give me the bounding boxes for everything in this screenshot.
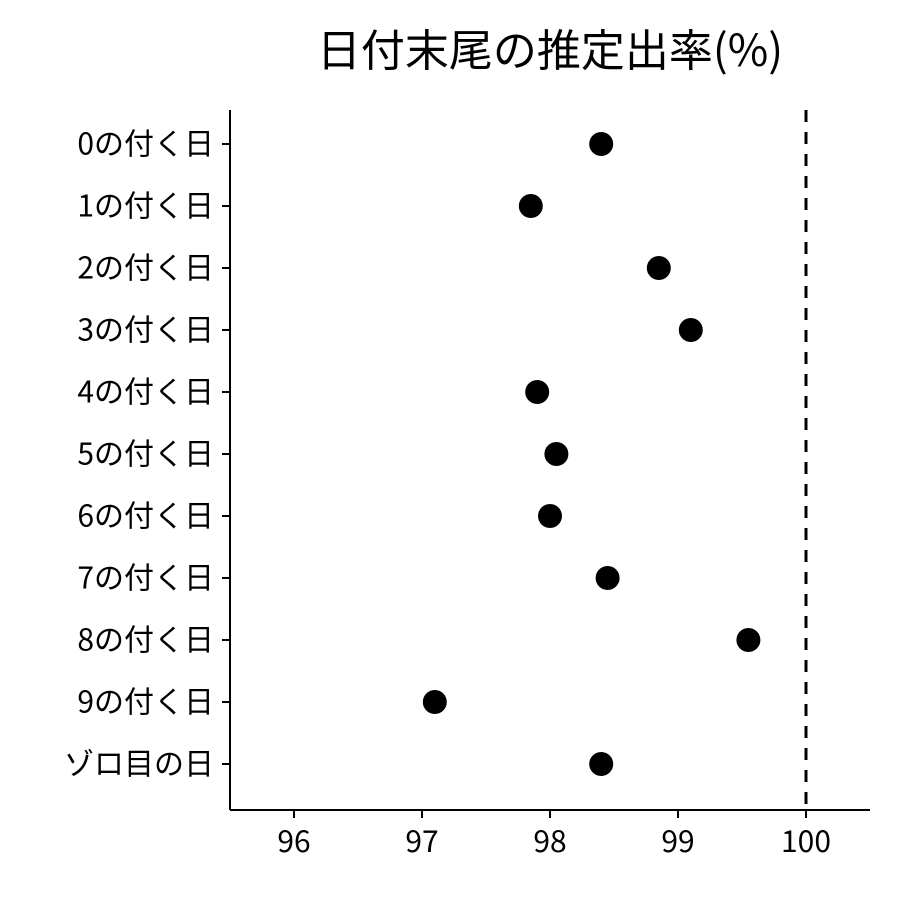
data-point	[589, 132, 613, 156]
data-point	[596, 566, 620, 590]
x-tick-label: 97	[405, 817, 438, 861]
data-point	[423, 690, 447, 714]
y-tick-label: 8の付く日	[77, 616, 214, 660]
y-axis-ticks: 0の付く日 1の付く日 2の付く日 3の付く日 4の付く日 5の付く日 6の付く日 7の付く日…	[64, 120, 230, 784]
data-point	[589, 752, 613, 776]
data-point	[525, 380, 549, 404]
y-tick-label: 0の付く日	[77, 120, 214, 164]
y-tick-label: 9の付く日	[77, 678, 214, 722]
x-tick-label: 100	[781, 817, 831, 861]
data-point	[538, 504, 562, 528]
x-tick-label: 99	[661, 817, 694, 861]
data-point	[544, 442, 568, 466]
y-tick-label: 5の付く日	[77, 430, 214, 474]
y-tick-label: ゾロ目の日	[64, 740, 214, 784]
data-point	[736, 628, 760, 652]
y-tick-label: 3の付く日	[77, 306, 214, 350]
x-tick-label: 98	[533, 817, 566, 861]
y-tick-label: 4の付く日	[77, 368, 214, 412]
x-tick-label: 96	[277, 817, 310, 861]
data-point	[647, 256, 671, 280]
y-tick-label: 6の付く日	[77, 492, 214, 536]
x-axis-ticks: 96 97 98 99 100	[277, 810, 831, 861]
data-point	[519, 194, 543, 218]
dot-plot-chart: 日付末尾の推定出率(%) 96 97 98 99 100 0の付く日 1の付く日 2の付く日…	[0, 0, 900, 900]
y-tick-label: 1の付く日	[77, 182, 214, 226]
y-tick-label: 7の付く日	[77, 554, 214, 598]
data-markers	[423, 132, 761, 776]
y-tick-label: 2の付く日	[77, 244, 214, 288]
data-point	[679, 318, 703, 342]
chart-title: 日付末尾の推定出率(%)	[317, 15, 783, 79]
